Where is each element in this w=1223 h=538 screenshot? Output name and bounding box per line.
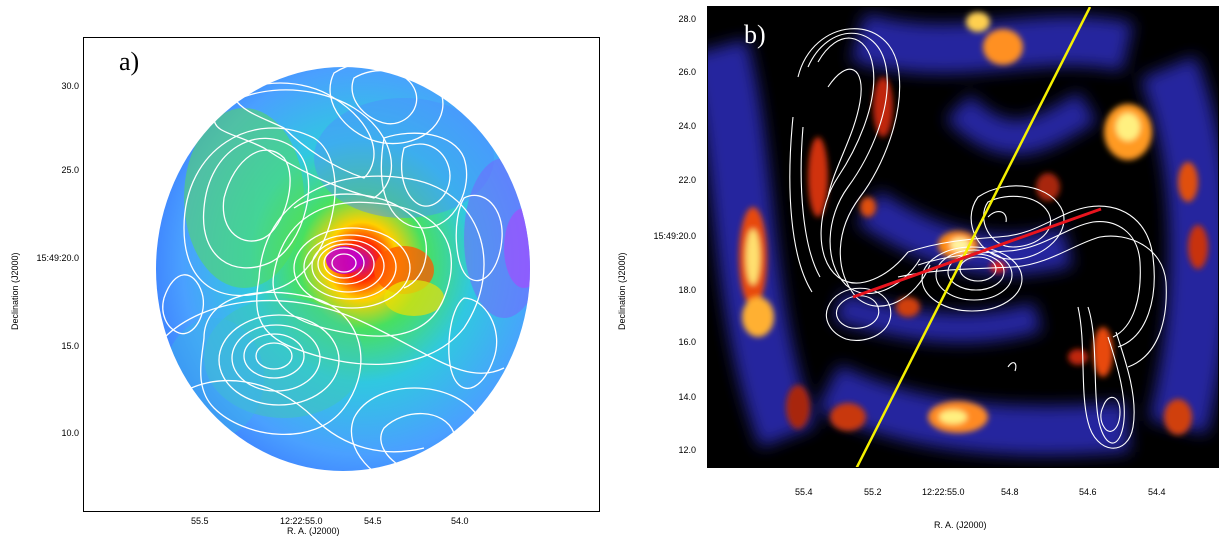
ylabel-b: Declination (J2000) <box>617 252 627 330</box>
panel-label-a: a) <box>119 47 140 76</box>
major-axis-line <box>855 7 1092 467</box>
xtick-b: 54.6 <box>1079 487 1097 497</box>
contours-b <box>789 28 1167 449</box>
xtick-b: 54.4 <box>1148 487 1166 497</box>
xlabel-b: R. A. (J2000) <box>934 520 987 530</box>
ytick-b: 16.0 <box>678 337 696 347</box>
plot-frame-a <box>83 37 600 512</box>
panel-label-b: b) <box>744 20 766 49</box>
xtick-a: 54.5 <box>364 516 382 526</box>
ylabel-a: Declination (J2000) <box>10 252 20 330</box>
ytick-a: 10.0 <box>61 428 79 438</box>
velocity-map-a <box>156 60 530 489</box>
xlabel-a: R. A. (J2000) <box>287 526 340 536</box>
xtick-b: 54.8 <box>1001 487 1019 497</box>
ytick-a: 30.0 <box>61 81 79 91</box>
bar-axis-line <box>852 207 1102 299</box>
ytick-b: 26.0 <box>678 67 696 77</box>
ytick-b: 24.0 <box>678 121 696 131</box>
xtick-a: 12:22:55.0 <box>280 516 323 526</box>
halpha-image-b <box>708 7 1218 467</box>
xtick-b: 12:22:55.0 <box>922 487 965 497</box>
xtick-a: 54.0 <box>451 516 469 526</box>
ytick-b: 22.0 <box>678 175 696 185</box>
xtick-a: 55.5 <box>191 516 209 526</box>
xtick-b: 55.2 <box>864 487 882 497</box>
ytick-b: 14.0 <box>678 392 696 402</box>
ytick-a: 25.0 <box>61 165 79 175</box>
ytick-a: 15.0 <box>61 341 79 351</box>
xtick-b: 55.4 <box>795 487 813 497</box>
ytick-b: 18.0 <box>678 285 696 295</box>
ytick-a: 15:49:20.0 <box>36 253 79 263</box>
ytick-b: 15:49:20.0 <box>653 231 696 241</box>
ytick-b: 28.0 <box>678 14 696 24</box>
ytick-b: 12.0 <box>678 445 696 455</box>
plot-frame-b <box>707 6 1219 468</box>
contours-a <box>162 60 505 489</box>
